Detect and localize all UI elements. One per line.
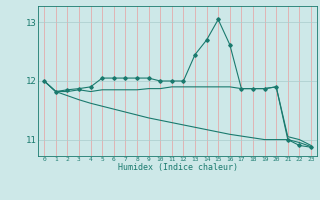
X-axis label: Humidex (Indice chaleur): Humidex (Indice chaleur): [118, 163, 238, 172]
